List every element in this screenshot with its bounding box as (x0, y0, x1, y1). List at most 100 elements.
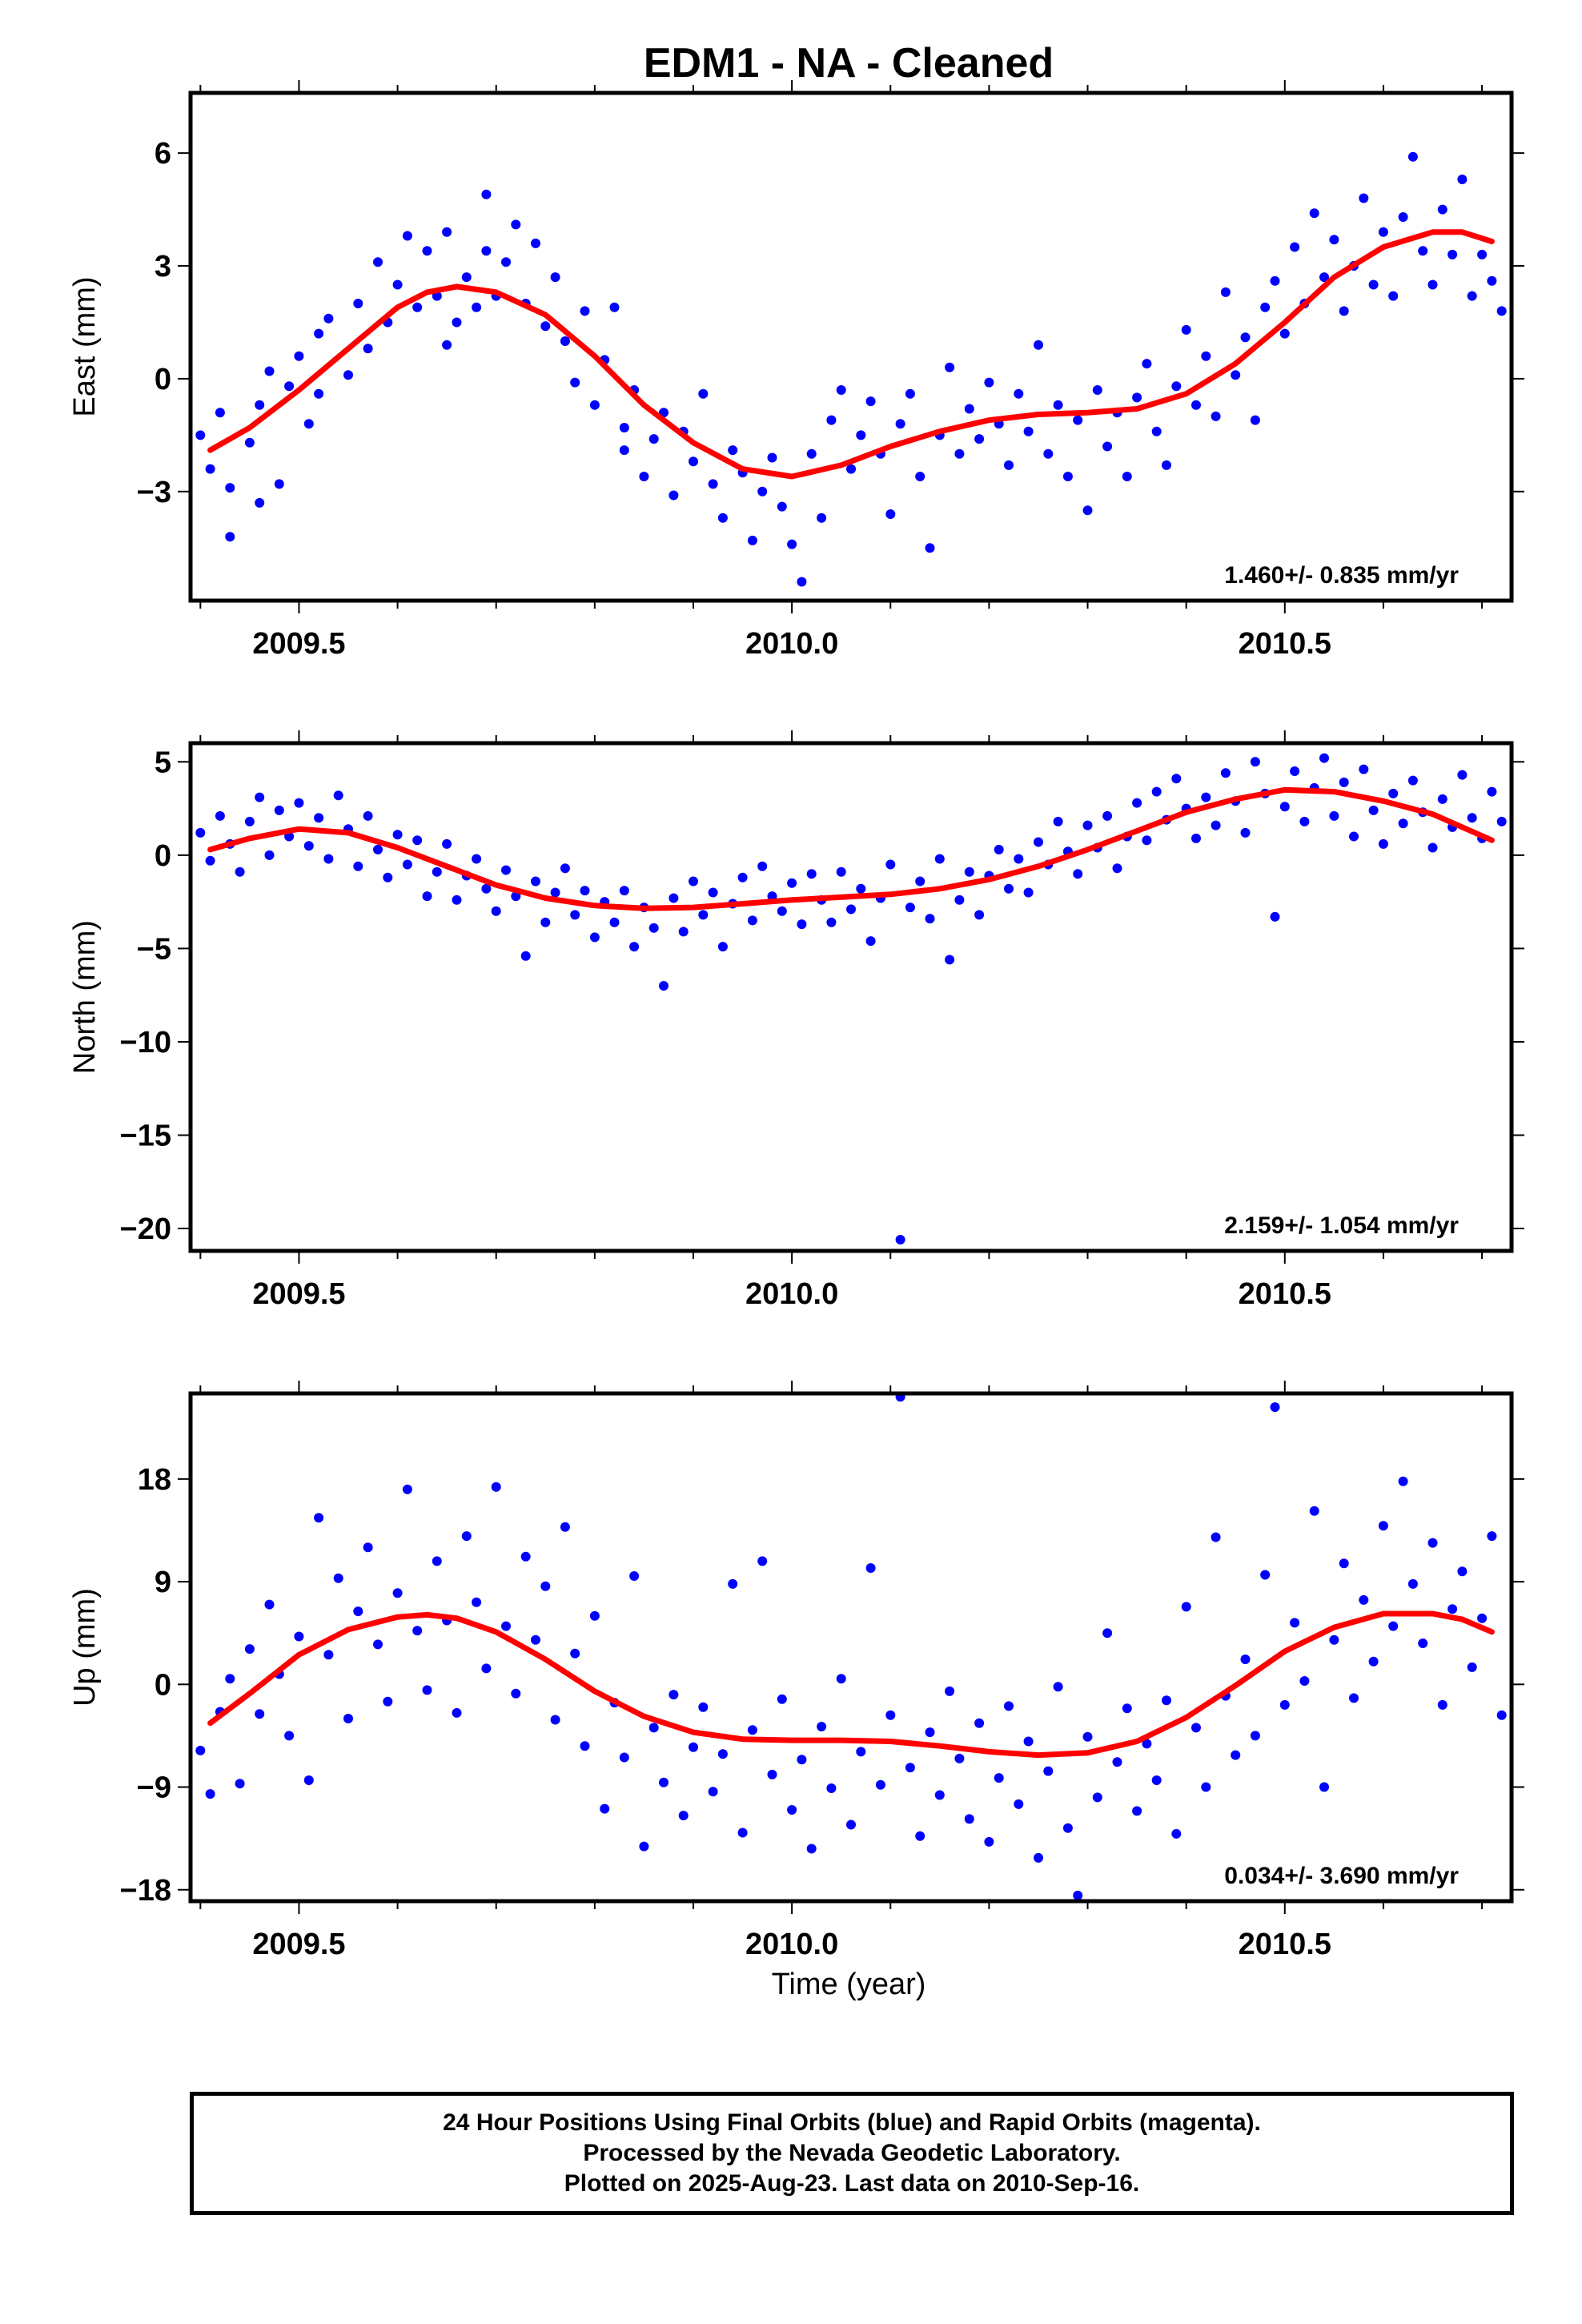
up-data-point (1023, 1736, 1034, 1747)
up-data-point (797, 1755, 807, 1765)
up-data-point (1319, 1782, 1329, 1792)
north-data-point (491, 906, 501, 916)
north-plot-frame (188, 741, 1514, 1253)
north-data-point (1132, 798, 1142, 808)
north-data-point (678, 927, 689, 937)
east-data-point (747, 535, 757, 545)
up-data-point (1398, 1476, 1408, 1486)
up-data-point (1102, 1628, 1113, 1638)
north-data-point (1004, 883, 1014, 894)
east-data-point (1151, 426, 1162, 436)
up-data-point (984, 1836, 994, 1847)
east-data-point (255, 497, 265, 508)
up-y-axis-label: Up (mm) (68, 1588, 102, 1707)
up-data-point (1201, 1782, 1211, 1792)
north-data-point (452, 895, 462, 905)
east-data-point (1339, 306, 1349, 316)
up-data-point (905, 1763, 915, 1773)
up-data-point (1062, 1823, 1073, 1833)
north-data-point (659, 981, 669, 991)
east-data-point (225, 483, 235, 493)
up-data-point (1240, 1655, 1251, 1664)
east-x-tick-label: 2010.5 (1239, 627, 1331, 661)
east-data-point (1062, 472, 1073, 481)
east-data-point (422, 246, 432, 256)
east-data-point (1043, 448, 1054, 459)
north-data-point (757, 861, 768, 871)
east-data-point (570, 377, 580, 388)
east-data-point (1309, 208, 1319, 219)
north-data-point (412, 835, 423, 846)
up-data-point (1231, 1750, 1241, 1760)
north-rate-label: 2.159+/- 1.054 mm/yr (1224, 1212, 1459, 1239)
north-fit-line (207, 786, 1495, 911)
north-data-point (1270, 911, 1280, 922)
east-data-point (1477, 249, 1488, 259)
north-data-point (255, 792, 265, 802)
east-data-point (787, 539, 797, 549)
east-data-point (1220, 287, 1231, 297)
up-fit-line (207, 1610, 1495, 1759)
up-data-point (225, 1674, 235, 1684)
east-points (195, 151, 1507, 587)
east-data-point (846, 464, 856, 474)
up-data-point (629, 1571, 640, 1581)
up-data-point (235, 1779, 245, 1789)
east-data-point (442, 340, 452, 350)
north-data-point (1388, 788, 1399, 798)
up-data-point (1171, 1828, 1182, 1839)
north-data-point (619, 886, 629, 896)
north-data-point (787, 878, 797, 888)
east-data-point (1211, 411, 1221, 421)
up-data-point (1142, 1739, 1152, 1749)
east-data-point (717, 513, 728, 523)
up-data-point (314, 1513, 324, 1523)
east-data-point (1427, 279, 1438, 290)
up-data-point (678, 1811, 689, 1821)
up-data-point (1053, 1682, 1063, 1692)
east-data-point (1004, 460, 1014, 470)
north-data-point (1112, 863, 1122, 874)
up-data-point (934, 1790, 945, 1800)
east-y-tick-label: 0 (155, 363, 171, 396)
east-data-point (1171, 381, 1182, 392)
up-data-point (1378, 1521, 1388, 1531)
up-data-point (1250, 1731, 1260, 1741)
north-data-point (531, 876, 540, 887)
north-points (195, 753, 1507, 1244)
north-data-point (806, 869, 817, 879)
east-data-point (865, 396, 876, 407)
up-data-point (1260, 1570, 1271, 1580)
up-data-point (1359, 1594, 1369, 1605)
up-data-point (856, 1747, 866, 1757)
east-data-point (1092, 385, 1102, 395)
up-data-point (1270, 1402, 1280, 1413)
up-y-tick-label: −18 (120, 1874, 171, 1908)
north-y-tick-label: −20 (120, 1212, 171, 1246)
north-data-point (1467, 813, 1477, 823)
up-data-point (570, 1648, 580, 1659)
north-data-point (915, 876, 926, 887)
north-data-point (244, 816, 255, 826)
north-data-point (422, 891, 432, 902)
up-data-point (1487, 1531, 1497, 1542)
up-data-point (1329, 1634, 1339, 1645)
north-x-tick-label: 2009.5 (252, 1277, 345, 1311)
east-data-point (836, 385, 846, 395)
north-data-point (402, 859, 412, 870)
north-data-point (1398, 818, 1408, 829)
north-data-point (501, 865, 511, 875)
up-data-point (669, 1690, 679, 1700)
up-data-point (1162, 1695, 1171, 1706)
up-data-point (491, 1482, 501, 1492)
north-data-point (1191, 833, 1201, 843)
up-data-point (659, 1777, 669, 1787)
east-data-point (481, 246, 492, 256)
east-data-point (708, 479, 718, 489)
north-data-point (1014, 854, 1024, 864)
north-data-point (964, 866, 974, 877)
east-data-point (974, 434, 985, 444)
north-data-point (945, 955, 955, 965)
east-data-point (1319, 272, 1329, 283)
up-x-tick-label: 2010.0 (745, 1928, 838, 1961)
